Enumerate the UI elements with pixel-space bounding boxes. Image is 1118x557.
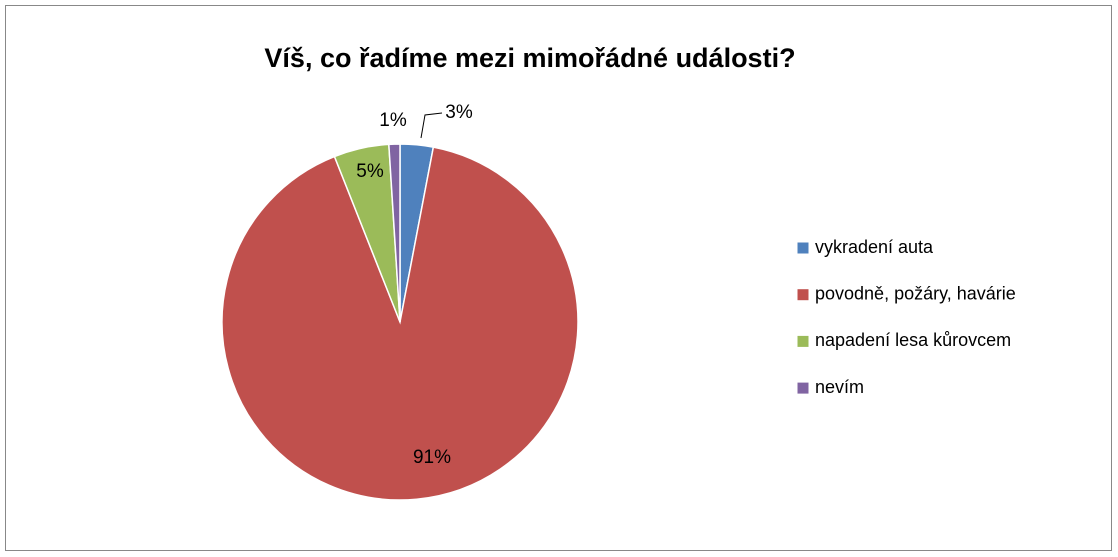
legend-swatch (796, 381, 810, 395)
data-label: 5% (356, 161, 384, 182)
legend-label: napadení lesa kůrovcem (815, 330, 1011, 350)
pie-slice (221, 146, 579, 501)
legend-label: nevím (815, 377, 864, 397)
data-label: 91% (413, 447, 451, 468)
legend-label: povodně, požáry, havárie (815, 283, 1016, 303)
data-label: 1% (379, 110, 407, 131)
legend-label: vykradení auta (815, 237, 934, 257)
data-label: 3% (445, 102, 473, 123)
chart-title: Víš, co řadíme mezi mimořádné události? (264, 43, 795, 73)
legend-swatch (796, 334, 810, 348)
legend-swatch (796, 288, 810, 302)
legend-swatch (796, 241, 810, 255)
leader-line (420, 112, 443, 139)
pie-slice (388, 143, 401, 323)
